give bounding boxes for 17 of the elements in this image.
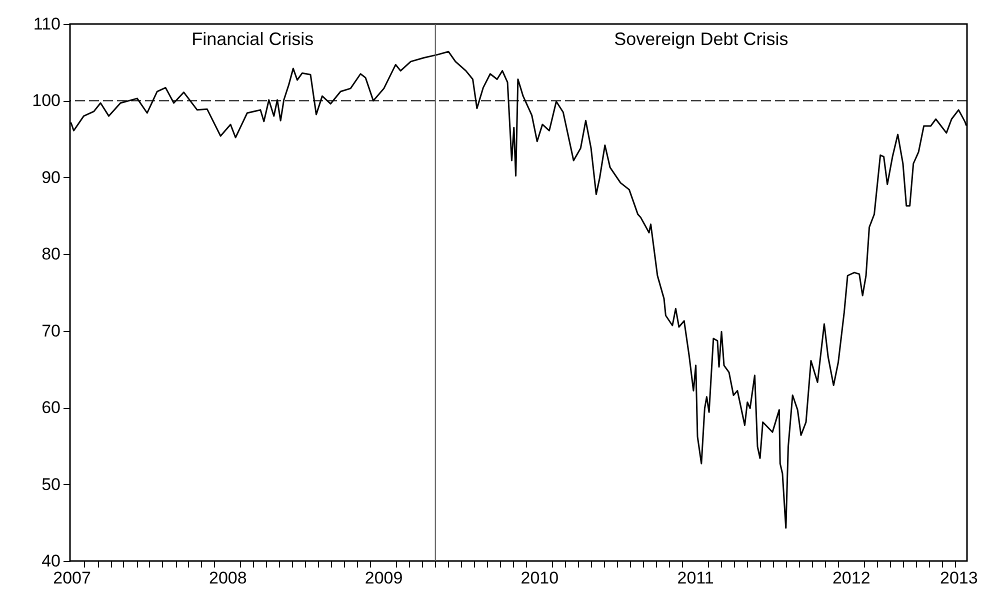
y-tick-label: 90 xyxy=(42,168,60,187)
x-tick-label: 2013 xyxy=(940,568,978,588)
x-tick-label: 2007 xyxy=(53,568,91,588)
y-tick-label: 60 xyxy=(42,398,60,418)
y-tick-label: 100 xyxy=(32,91,60,110)
x-tick-label: 2011 xyxy=(677,568,714,588)
y-tick-label: 70 xyxy=(42,321,60,340)
y-tick-label: 110 xyxy=(33,14,60,34)
x-tick-label: 2012 xyxy=(832,568,870,588)
x-tick-label: 2010 xyxy=(520,568,559,588)
y-tick-label: 50 xyxy=(42,474,60,494)
annotation: Financial Crisis xyxy=(192,29,314,49)
annotation: Sovereign Debt Crisis xyxy=(614,29,788,49)
x-tick-label: 2008 xyxy=(209,568,247,588)
x-tick-label: 2009 xyxy=(364,568,403,588)
y-tick-label: 40 xyxy=(42,552,60,570)
y-tick-label: 80 xyxy=(42,244,60,264)
